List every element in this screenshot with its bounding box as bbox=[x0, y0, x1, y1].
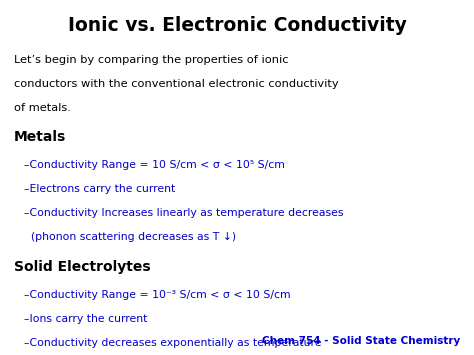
Text: conductors with the conventional electronic conductivity: conductors with the conventional electro… bbox=[14, 79, 339, 89]
Text: –Ions carry the current: –Ions carry the current bbox=[24, 314, 147, 324]
Text: –Conductivity Range = 10 S/cm < σ < 10⁵ S/cm: –Conductivity Range = 10 S/cm < σ < 10⁵ … bbox=[24, 160, 284, 170]
Text: –Conductivity Range = 10⁻³ S/cm < σ < 10 S/cm: –Conductivity Range = 10⁻³ S/cm < σ < 10… bbox=[24, 290, 290, 300]
Text: Ionic vs. Electronic Conductivity: Ionic vs. Electronic Conductivity bbox=[68, 16, 406, 35]
Text: Chem 754 - Solid State Chemistry: Chem 754 - Solid State Chemistry bbox=[262, 336, 460, 346]
Text: (phonon scattering decreases as T ↓): (phonon scattering decreases as T ↓) bbox=[24, 232, 236, 242]
Text: Metals: Metals bbox=[14, 130, 66, 143]
Text: Let’s begin by comparing the properties of ionic: Let’s begin by comparing the properties … bbox=[14, 55, 289, 65]
Text: of metals.: of metals. bbox=[14, 103, 71, 113]
Text: –Electrons carry the current: –Electrons carry the current bbox=[24, 184, 175, 194]
Text: Solid Electrolytes: Solid Electrolytes bbox=[14, 260, 151, 274]
Text: –Conductivity Increases linearly as temperature decreases: –Conductivity Increases linearly as temp… bbox=[24, 208, 343, 218]
Text: –Conductivity decreases exponentially as temperature: –Conductivity decreases exponentially as… bbox=[24, 338, 321, 348]
